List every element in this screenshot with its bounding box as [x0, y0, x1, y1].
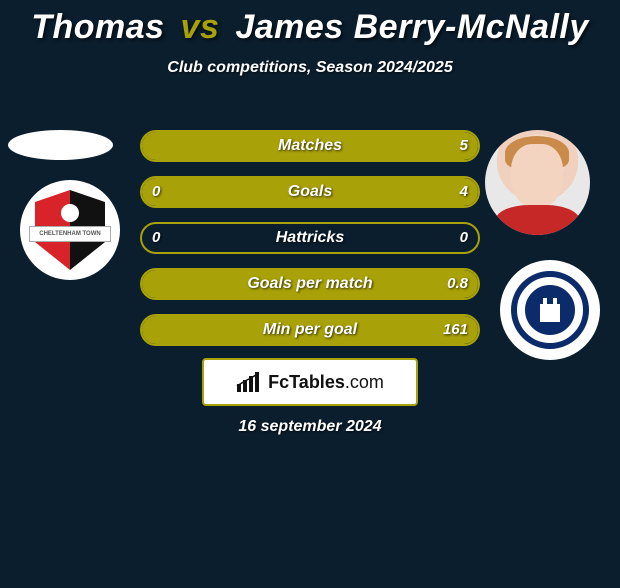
brand-text: FcTables.com	[268, 372, 384, 393]
stat-label: Hattricks	[142, 224, 478, 252]
title-vs: vs	[181, 8, 220, 46]
player2-photo	[485, 130, 590, 235]
player1-photo	[8, 130, 113, 160]
player1-club-crest: CHELTENHAM TOWN	[20, 180, 120, 280]
stat-label: Goals	[142, 178, 478, 206]
title-player2: James Berry-McNally	[235, 8, 588, 46]
stat-value-right: 5	[460, 132, 468, 160]
stat-value-right: 0	[460, 224, 468, 252]
subtitle: Club competitions, Season 2024/2025	[0, 59, 620, 77]
stat-row: 0Hattricks0	[140, 222, 480, 254]
page-title: Thomas vs James Berry-McNally	[0, 8, 620, 47]
brand-badge: FcTables.com	[202, 358, 418, 406]
stat-value-right: 0.8	[447, 270, 468, 298]
stat-label: Matches	[142, 132, 478, 160]
stat-label: Min per goal	[142, 316, 478, 344]
stat-label: Goals per match	[142, 270, 478, 298]
club1-name: CHELTENHAM TOWN	[29, 226, 111, 242]
club-crest-icon: CHELTENHAM TOWN	[35, 190, 105, 270]
stat-row: 0Goals4	[140, 176, 480, 208]
brand-name: FcTables	[268, 372, 345, 392]
stat-row: Matches5	[140, 130, 480, 162]
brand-suffix: .com	[345, 372, 384, 392]
stat-row: Goals per match0.8	[140, 268, 480, 300]
bar-chart-icon	[236, 372, 262, 392]
player2-club-crest	[500, 260, 600, 360]
stats-container: Matches50Goals40Hattricks0Goals per matc…	[140, 130, 480, 360]
club-crest-icon	[511, 271, 589, 349]
stat-row: Min per goal161	[140, 314, 480, 346]
title-player1: Thomas	[31, 8, 164, 46]
stat-value-right: 4	[460, 178, 468, 206]
stat-value-right: 161	[443, 316, 468, 344]
date-label: 16 september 2024	[0, 418, 620, 436]
